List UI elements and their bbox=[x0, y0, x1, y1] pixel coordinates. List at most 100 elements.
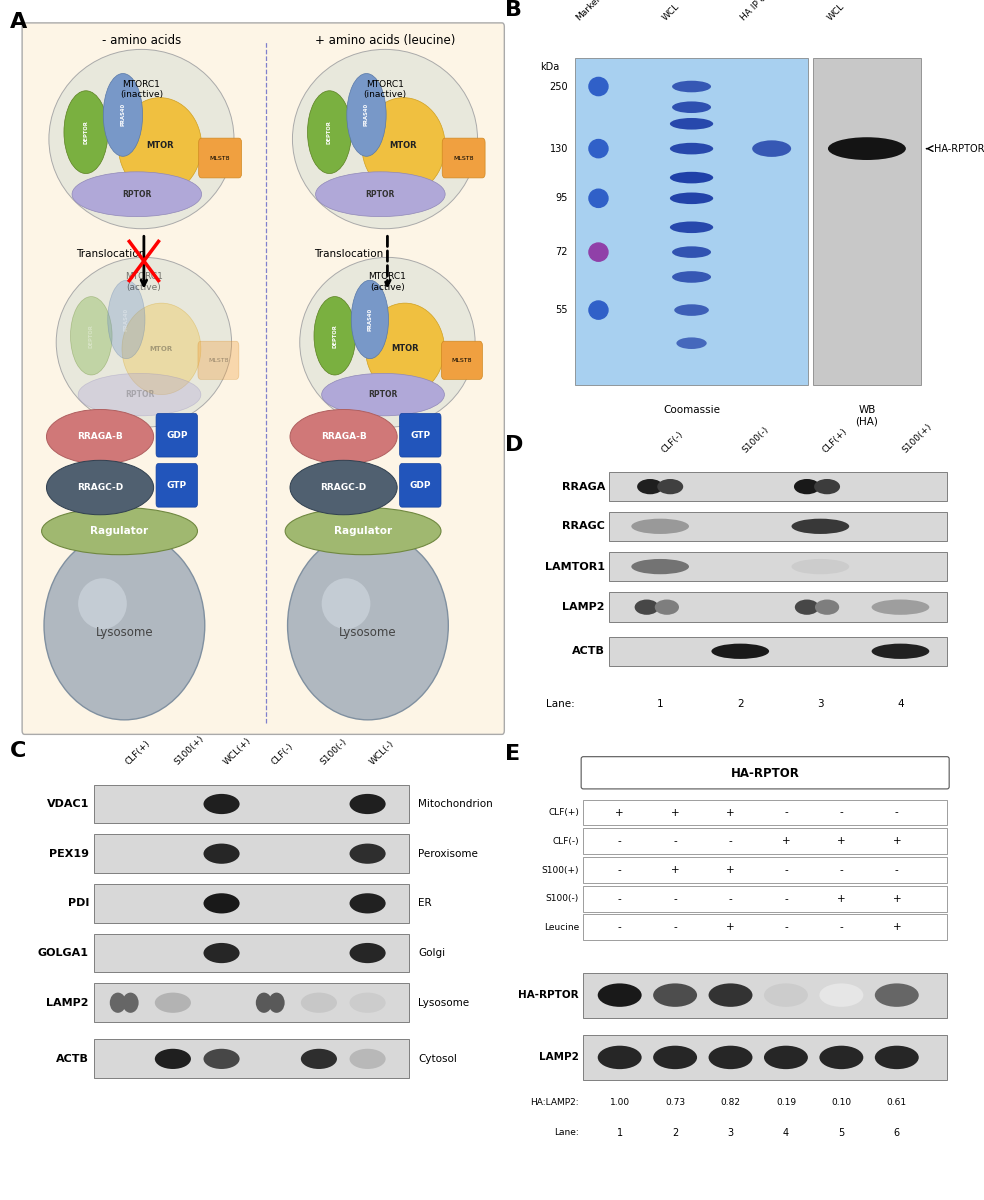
Text: -: - bbox=[673, 923, 677, 932]
Bar bbox=[575, 58, 809, 384]
Text: +: + bbox=[726, 865, 735, 875]
Text: MLST8: MLST8 bbox=[452, 358, 472, 364]
Text: -: - bbox=[894, 865, 898, 875]
Text: -: - bbox=[839, 923, 843, 932]
FancyBboxPatch shape bbox=[442, 341, 482, 379]
Text: 2: 2 bbox=[737, 700, 744, 709]
Bar bbox=[584, 1034, 947, 1080]
Ellipse shape bbox=[46, 409, 154, 464]
Text: +: + bbox=[837, 836, 845, 846]
Text: MTORC1
(inactive): MTORC1 (inactive) bbox=[363, 79, 406, 100]
Text: 1: 1 bbox=[657, 700, 663, 709]
FancyBboxPatch shape bbox=[198, 341, 239, 379]
Ellipse shape bbox=[301, 1049, 337, 1069]
Ellipse shape bbox=[78, 578, 127, 629]
Text: 2: 2 bbox=[672, 1128, 678, 1138]
Text: RPTOR: RPTOR bbox=[122, 190, 152, 199]
Text: WCL(+): WCL(+) bbox=[221, 737, 253, 767]
Bar bbox=[609, 593, 947, 622]
Text: +: + bbox=[671, 808, 679, 817]
Ellipse shape bbox=[674, 305, 708, 316]
Text: LAMP2: LAMP2 bbox=[539, 1052, 579, 1062]
Bar bbox=[93, 884, 408, 923]
Text: C: C bbox=[10, 742, 27, 761]
Text: HA-RPTOR: HA-RPTOR bbox=[934, 144, 984, 154]
Text: 0.61: 0.61 bbox=[887, 1098, 907, 1108]
Ellipse shape bbox=[64, 91, 108, 174]
FancyBboxPatch shape bbox=[22, 23, 505, 734]
Ellipse shape bbox=[204, 794, 240, 814]
Ellipse shape bbox=[290, 461, 398, 515]
Text: 4: 4 bbox=[783, 1128, 789, 1138]
Ellipse shape bbox=[872, 600, 929, 614]
Bar bbox=[93, 834, 408, 874]
Ellipse shape bbox=[285, 508, 441, 554]
Text: +: + bbox=[726, 923, 735, 932]
Text: +: + bbox=[892, 923, 901, 932]
Text: HA:LAMP2:: HA:LAMP2: bbox=[530, 1098, 579, 1108]
Text: LAMP2: LAMP2 bbox=[46, 997, 89, 1008]
Ellipse shape bbox=[814, 479, 840, 494]
Text: GTP: GTP bbox=[410, 431, 431, 439]
Text: S100(-): S100(-) bbox=[319, 737, 348, 767]
Text: CLF(+): CLF(+) bbox=[124, 739, 153, 767]
Ellipse shape bbox=[292, 49, 477, 229]
Text: 5: 5 bbox=[838, 1128, 844, 1138]
Bar bbox=[584, 914, 947, 940]
Ellipse shape bbox=[204, 943, 240, 964]
Ellipse shape bbox=[670, 172, 713, 184]
Text: Peroxisome: Peroxisome bbox=[418, 848, 478, 859]
Ellipse shape bbox=[828, 137, 906, 160]
Ellipse shape bbox=[676, 337, 707, 349]
Ellipse shape bbox=[875, 983, 919, 1007]
Ellipse shape bbox=[110, 992, 126, 1013]
Text: Coomassie: Coomassie bbox=[663, 406, 720, 415]
Ellipse shape bbox=[672, 246, 711, 258]
Ellipse shape bbox=[122, 304, 201, 395]
Ellipse shape bbox=[78, 373, 201, 416]
Text: WB
(HA): WB (HA) bbox=[855, 406, 879, 427]
Text: DEPTOR: DEPTOR bbox=[84, 120, 89, 144]
Ellipse shape bbox=[56, 257, 231, 427]
Text: HA IP elute: HA IP elute bbox=[739, 0, 781, 23]
Ellipse shape bbox=[670, 192, 713, 204]
Text: RRAGC-D: RRAGC-D bbox=[321, 484, 367, 492]
Text: ACTB: ACTB bbox=[572, 647, 605, 656]
FancyBboxPatch shape bbox=[400, 463, 441, 508]
Ellipse shape bbox=[204, 893, 240, 913]
Ellipse shape bbox=[154, 992, 191, 1013]
Text: Translocation: Translocation bbox=[314, 248, 384, 259]
Ellipse shape bbox=[349, 1049, 386, 1069]
Text: MLST8: MLST8 bbox=[210, 156, 230, 161]
Ellipse shape bbox=[41, 508, 198, 554]
Ellipse shape bbox=[875, 1045, 919, 1069]
Text: 4: 4 bbox=[897, 700, 903, 709]
Ellipse shape bbox=[672, 271, 711, 283]
Ellipse shape bbox=[118, 97, 202, 194]
Text: 95: 95 bbox=[556, 193, 568, 203]
Text: S100(-): S100(-) bbox=[740, 425, 770, 455]
Text: GOLGA1: GOLGA1 bbox=[37, 948, 89, 958]
Ellipse shape bbox=[635, 600, 659, 614]
Text: -: - bbox=[673, 836, 677, 846]
Text: CLF(-): CLF(-) bbox=[271, 742, 295, 767]
Text: -: - bbox=[673, 894, 677, 904]
Text: CLF(+): CLF(+) bbox=[821, 426, 848, 455]
FancyBboxPatch shape bbox=[582, 757, 950, 788]
Ellipse shape bbox=[349, 844, 386, 864]
Text: +: + bbox=[892, 836, 901, 846]
Text: MLST8: MLST8 bbox=[209, 358, 228, 364]
Ellipse shape bbox=[204, 844, 240, 864]
Text: DEPTOR: DEPTOR bbox=[327, 120, 332, 144]
Text: +: + bbox=[892, 894, 901, 904]
Text: -: - bbox=[618, 865, 622, 875]
Bar bbox=[93, 934, 408, 972]
Ellipse shape bbox=[632, 559, 689, 575]
Ellipse shape bbox=[290, 409, 398, 464]
Ellipse shape bbox=[287, 532, 449, 720]
Ellipse shape bbox=[708, 1045, 753, 1069]
Ellipse shape bbox=[820, 1045, 863, 1069]
Ellipse shape bbox=[791, 518, 849, 534]
Text: -: - bbox=[894, 808, 898, 817]
Bar bbox=[584, 886, 947, 912]
